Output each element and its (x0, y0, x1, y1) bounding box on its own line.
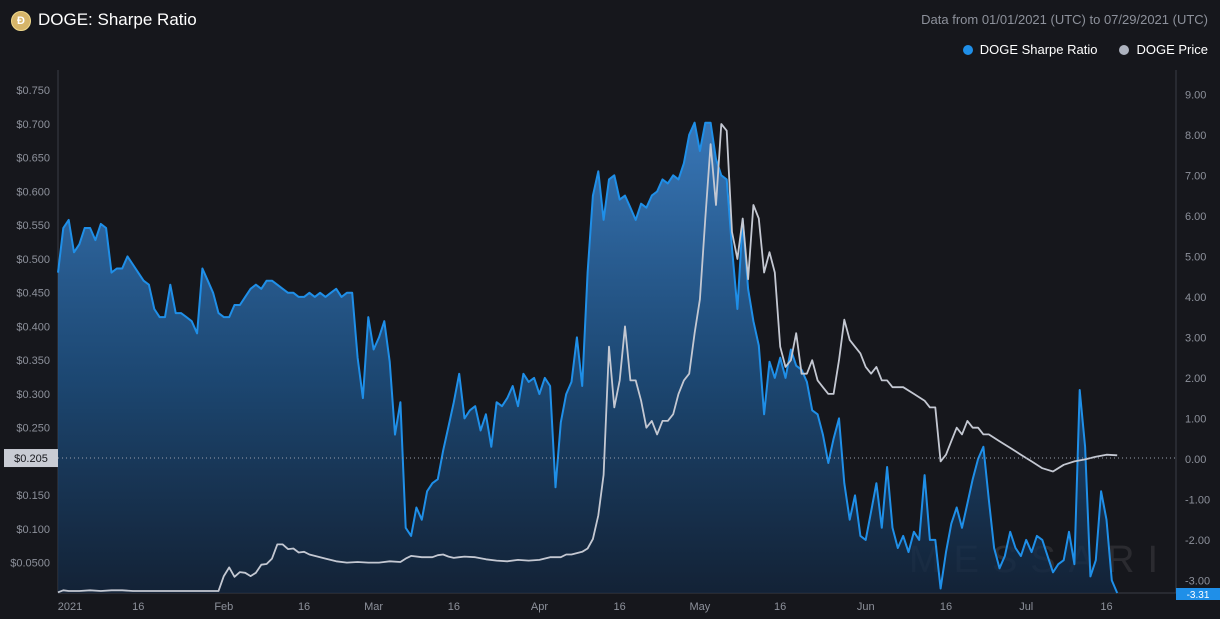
right-tick-label: 0.00 (1185, 454, 1206, 466)
x-tick-label: 16 (448, 601, 460, 613)
crosshair-sharpe-badge (1176, 588, 1220, 600)
crosshair-sharpe-label: -3.31 (1187, 590, 1210, 601)
left-tick-label: $0.250 (16, 423, 50, 435)
legend-label-price: DOGE Price (1136, 42, 1208, 57)
left-tick-label: $0.300 (16, 389, 50, 401)
legend-item-price[interactable]: DOGE Price (1119, 42, 1208, 57)
left-tick-label: $0.400 (16, 321, 50, 333)
x-axis: 2021 16 Feb 16 Mar 16 Apr 16 May 16 Jun 16 Jul 16 (58, 592, 1176, 613)
right-tick-label: 7.00 (1185, 170, 1206, 182)
x-tick-label: Mar (364, 601, 383, 613)
dogecoin-logo-icon (11, 11, 31, 31)
sharpe-ratio-line[interactable] (57, 121, 1119, 594)
right-tick-label: 9.00 (1185, 89, 1206, 101)
legend-dot-sharpe-icon (962, 44, 973, 55)
crosshair: $0.205 -3.31 (4, 449, 1220, 601)
right-tick-label: -2.00 (1185, 535, 1210, 547)
legend-label-sharpe: DOGE Sharpe Ratio (979, 42, 1098, 57)
left-tick-label: $0.750 (16, 85, 50, 97)
x-tick-label: 16 (940, 601, 952, 613)
left-axis: $0.0500$0.100$0.150$0.200$0.250$0.300$0.… (10, 70, 59, 593)
right-tick-label: 2.00 (1185, 373, 1206, 385)
left-tick-label: $0.650 (16, 153, 50, 165)
right-tick-label: -1.00 (1185, 494, 1210, 506)
crosshair-price-label: $0.205 (14, 453, 48, 465)
x-tick-label: 16 (774, 601, 786, 613)
right-tick-label: 4.00 (1185, 292, 1206, 304)
crosshair-price-badge (4, 449, 58, 468)
x-tick-label: Jul (1019, 601, 1033, 613)
chart-title: DOGE: Sharpe Ratio (38, 10, 197, 29)
doge-price-line[interactable] (57, 123, 1118, 594)
x-tick-label: 16 (298, 601, 310, 613)
left-tick-label: $0.700 (16, 119, 50, 131)
left-tick-label: $0.350 (16, 355, 50, 367)
x-tick-label: 2021 (58, 601, 82, 613)
date-range-label: Data from 01/01/2021 (UTC) to 07/29/2021… (921, 12, 1208, 27)
left-tick-label: $0.150 (16, 490, 50, 502)
right-tick-label: -3.00 (1185, 575, 1210, 587)
x-tick-label: 16 (614, 601, 626, 613)
x-tick-label: Feb (214, 601, 233, 613)
right-axis: -3.00 -2.00 -1.00 0.00 1.00 2.00 3.00 4.00 5.00 6… (1175, 70, 1210, 593)
left-tick-label: $0.550 (16, 220, 50, 232)
legend-item-sharpe[interactable]: DOGE Sharpe Ratio (962, 42, 1098, 57)
x-tick-label: 16 (1100, 601, 1112, 613)
series-layer (57, 121, 1119, 594)
x-tick-label: May (690, 601, 711, 613)
left-tick-label: $0.100 (16, 524, 50, 536)
right-tick-label: 8.00 (1185, 130, 1206, 142)
sharpe-ratio-area (58, 122, 1118, 593)
right-tick-label: 1.00 (1185, 413, 1206, 425)
x-tick-label: Jun (857, 601, 875, 613)
left-tick-label: $0.450 (16, 288, 50, 300)
left-tick-label: $0.0500 (10, 558, 50, 570)
right-tick-label: 5.00 (1185, 251, 1206, 263)
x-tick-label: 16 (132, 601, 144, 613)
left-tick-label: $0.500 (16, 254, 50, 266)
right-tick-label: 3.00 (1185, 332, 1206, 344)
legend-dot-price-icon (1119, 44, 1130, 55)
chart-header: DOGE: Sharpe Ratio Data from 01/01/2021 … (0, 0, 1220, 70)
left-tick-label: $0.600 (16, 186, 50, 198)
right-tick-label: 6.00 (1185, 211, 1206, 223)
legend: DOGE Sharpe Ratio DOGE Price (962, 42, 1208, 57)
x-tick-label: Apr (531, 601, 548, 613)
